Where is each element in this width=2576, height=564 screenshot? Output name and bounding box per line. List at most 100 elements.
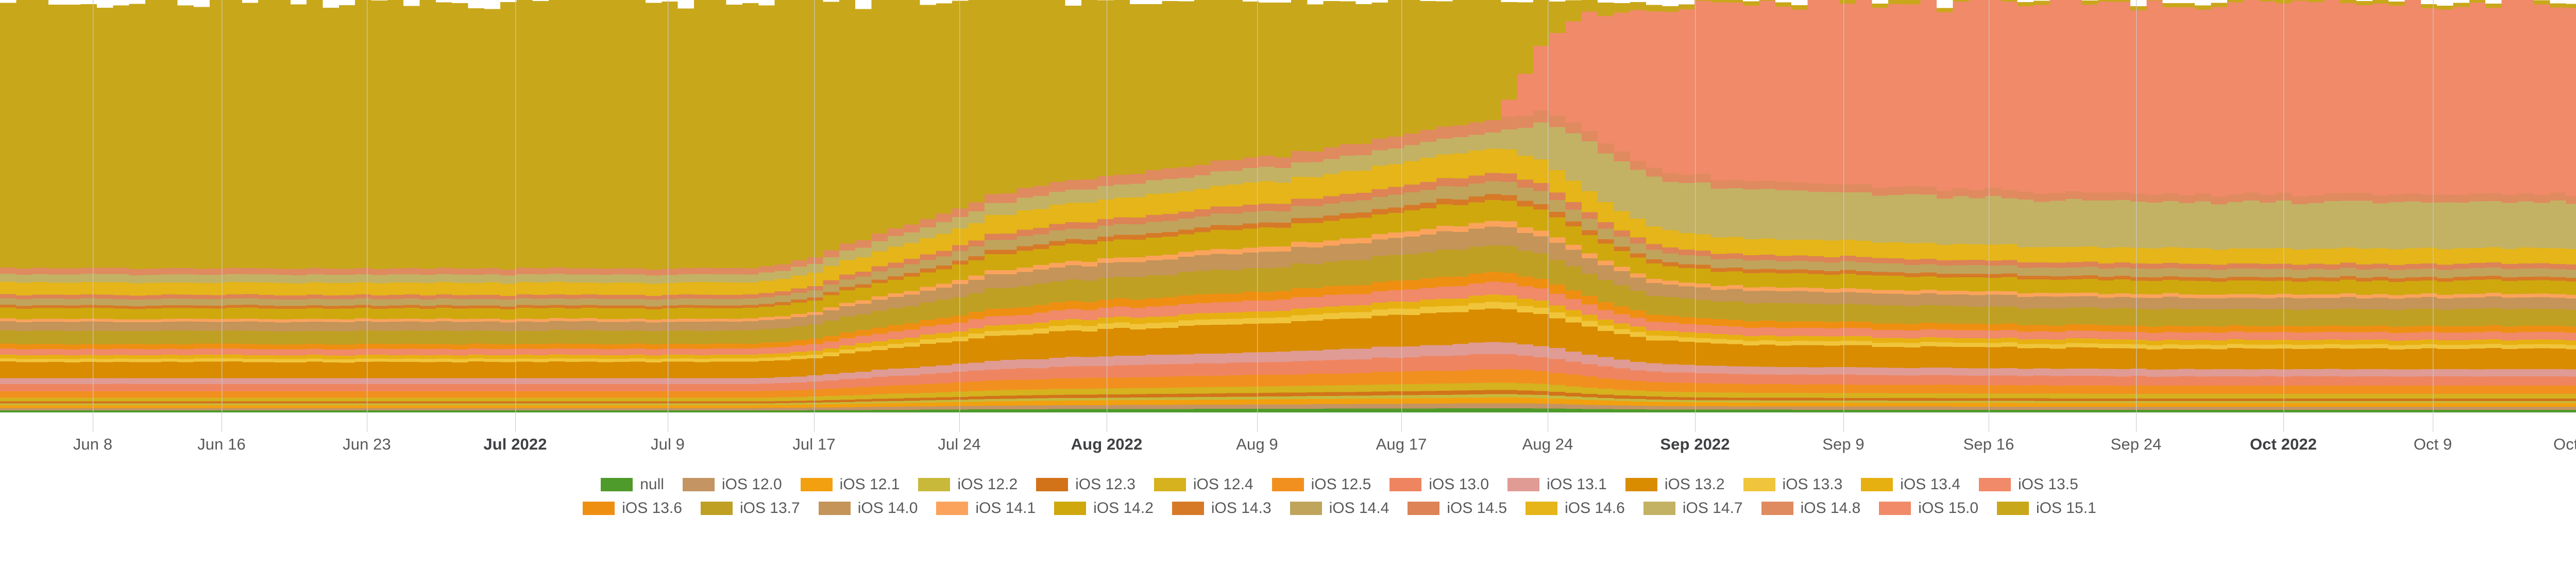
legend-swatch: [1154, 478, 1186, 491]
axis-tick: [1843, 412, 1844, 432]
axis-tick-label: Oct 17: [2553, 435, 2576, 453]
legend-item[interactable]: iOS 12.5: [1272, 476, 1371, 493]
legend-item[interactable]: iOS 13.5: [1979, 476, 2078, 493]
axis-tick-label: Aug 9: [1236, 435, 1278, 453]
legend-swatch: [1643, 502, 1675, 515]
gridline: [1843, 0, 1844, 412]
legend-item[interactable]: iOS 12.2: [918, 476, 1018, 493]
series-area[interactable]: [0, 168, 2576, 320]
legend-item[interactable]: iOS 13.4: [1861, 476, 1960, 493]
legend-item[interactable]: iOS 14.3: [1172, 500, 1272, 517]
gridline: [814, 0, 815, 412]
legend-item[interactable]: iOS 12.3: [1036, 476, 1136, 493]
series-area[interactable]: [0, 0, 2576, 270]
legend-label: iOS 14.1: [975, 500, 1036, 517]
series-area[interactable]: [0, 332, 2576, 384]
legend-label: iOS 12.4: [1193, 476, 1253, 493]
legend-swatch: [700, 502, 733, 515]
axis-tick-label: Aug 24: [1522, 435, 1573, 453]
axis-tick: [1695, 412, 1696, 432]
gridline: [1257, 0, 1258, 412]
legend-swatch: [1389, 478, 1422, 491]
axis-tick: [2136, 412, 2137, 432]
legend-item[interactable]: iOS 13.2: [1625, 476, 1725, 493]
legend-swatch: [1054, 502, 1087, 515]
legend-item[interactable]: iOS 12.1: [800, 476, 900, 493]
series-area[interactable]: [0, 21, 2576, 284]
legend-item[interactable]: iOS 14.4: [1290, 500, 1389, 517]
series-area[interactable]: [0, 6, 2576, 276]
legend-swatch: [1036, 478, 1069, 491]
legend-label: iOS 13.7: [739, 500, 800, 517]
legend-label: iOS 13.2: [1664, 476, 1725, 493]
legend-item[interactable]: iOS 14.7: [1643, 500, 1743, 517]
gridlines: [93, 0, 2434, 412]
legend-item[interactable]: iOS 12.4: [1154, 476, 1253, 493]
series-area[interactable]: [0, 221, 2576, 345]
series-area[interactable]: [0, 345, 2576, 391]
legend-item[interactable]: iOS 14.2: [1054, 500, 1154, 517]
axis-tick-label: Jul 24: [938, 435, 981, 453]
legend-item[interactable]: iOS 14.6: [1526, 500, 1625, 517]
legend-swatch: [1879, 502, 1911, 515]
legend-item[interactable]: iOS 13.7: [700, 500, 800, 517]
legend-swatch: [1625, 478, 1657, 491]
legend-label: iOS 14.8: [1800, 500, 1861, 517]
series-area[interactable]: [0, 387, 2576, 404]
legend-label: iOS 12.5: [1311, 476, 1371, 493]
legend-swatch: [1172, 502, 1204, 515]
legend-item[interactable]: iOS 13.0: [1389, 476, 1489, 493]
legend-label: iOS 12.3: [1075, 476, 1136, 493]
legend-item[interactable]: iOS 14.0: [818, 500, 918, 517]
x-axis: Jun 8 Jun 16 Jun 23 Jul 2022 Jul 9 Jul 17 Jul …: [0, 412, 2576, 464]
axis-tick-label: Sep 16: [1963, 435, 2014, 453]
axis-tick-label: Sep 9: [1822, 435, 1865, 453]
legend-label: iOS 14.3: [1211, 500, 1272, 517]
series-area[interactable]: [0, 363, 2576, 398]
legend-label: iOS 12.1: [839, 476, 900, 493]
legend-label: iOS 14.7: [1682, 500, 1743, 517]
legend-label: iOS 13.4: [1900, 476, 1961, 493]
series-area[interactable]: [0, 408, 2576, 412]
legend-label: iOS 13.6: [622, 500, 682, 517]
legend-swatch: [583, 502, 615, 515]
axis-tick: [1401, 412, 1402, 432]
axis-tick: [515, 412, 516, 432]
legend-swatch: [1861, 478, 1893, 491]
axis-tick-label: Jul 17: [792, 435, 836, 453]
axis-tick-label: Jun 23: [343, 435, 391, 453]
legend-item[interactable]: iOS 14.5: [1408, 500, 1507, 517]
legend-item[interactable]: iOS 14.8: [1761, 500, 1861, 517]
legend-item[interactable]: null: [601, 476, 664, 493]
legend-item[interactable]: iOS 15.1: [1997, 500, 2096, 517]
axis-tick-label: Sep 24: [2110, 435, 2162, 453]
series-area[interactable]: [0, 294, 2576, 378]
axis-tick-label: Jul 9: [651, 435, 685, 453]
legend-item[interactable]: iOS 13.3: [1743, 476, 1842, 493]
legend-item[interactable]: iOS 12.0: [682, 476, 782, 493]
series-area[interactable]: [0, 391, 2576, 405]
series-area[interactable]: [0, 0, 2576, 270]
axis-tick-label: Jul 2022: [483, 435, 547, 453]
legend-swatch: [1408, 502, 1440, 515]
series-area[interactable]: [0, 395, 2576, 408]
legend-item[interactable]: iOS 15.0: [1879, 500, 1978, 517]
axis-tick: [814, 412, 815, 432]
legend-item[interactable]: iOS 13.1: [1507, 476, 1607, 493]
legend-swatch: [1507, 478, 1540, 491]
legend-item[interactable]: iOS 13.6: [583, 500, 682, 517]
series-area[interactable]: [0, 402, 2576, 411]
axis-tick: [959, 412, 960, 432]
gridline: [2283, 0, 2284, 412]
legend-swatch: [601, 478, 633, 491]
gridline: [959, 0, 960, 412]
legend-label: iOS 15.0: [1918, 500, 1979, 517]
axis-tick: [2283, 412, 2284, 432]
plot-area[interactable]: [0, 0, 2576, 412]
legend-item[interactable]: iOS 14.1: [936, 500, 1036, 517]
legend-label: iOS 12.0: [721, 476, 782, 493]
legend-swatch: [918, 478, 951, 491]
series-area[interactable]: [0, 378, 2576, 402]
legend-label: iOS 12.2: [957, 476, 1018, 493]
